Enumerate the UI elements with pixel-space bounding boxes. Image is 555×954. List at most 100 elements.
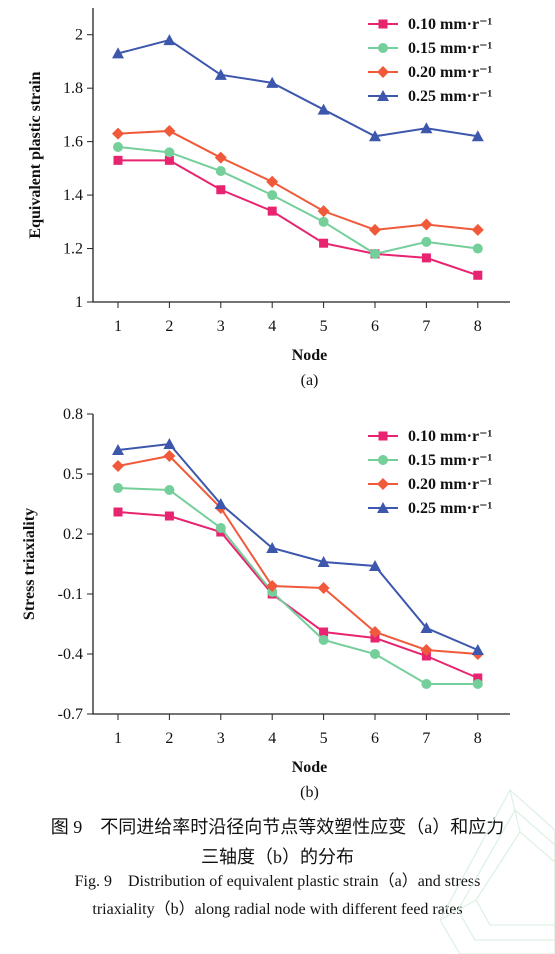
c1-series-2-point-5 (369, 626, 381, 638)
c1-series-2-point-1 (163, 450, 176, 462)
c0-legend-3-marker (377, 90, 389, 101)
c0-legend-2-marker (377, 66, 389, 78)
c0-series-2-point-6 (420, 218, 433, 231)
c1-series-3-point-5 (369, 560, 381, 571)
c1-ytick-label-3: -0.1 (58, 586, 83, 603)
c1-xtick-label-6: 7 (422, 730, 430, 747)
c0-xtick-label-5: 6 (371, 318, 379, 335)
c1-series-3-point-2 (214, 498, 227, 509)
c1-series-2-point-6 (420, 644, 433, 656)
c0-series-3-point-6 (420, 122, 433, 134)
c0-legend-0-marker (378, 19, 388, 29)
c1-xtick-label-3: 4 (268, 730, 276, 747)
c0-series-2-point-1 (163, 124, 176, 137)
chart-b: 0.8 0.5 0.2 -0.1 -0.4 -0.7 1 2 3 4 5 6 7 8 Node Stress … (21, 406, 510, 801)
c1-legend-3-marker (377, 502, 389, 513)
c0-legend-1-label: 0.15 mm·r⁻¹ (408, 40, 493, 57)
c0-ytick-label-1: 1.2 (63, 241, 83, 258)
c1-series-3-point-3 (266, 542, 279, 553)
c1-series-0-point-4 (319, 627, 329, 637)
c1-ylabel: Stress triaxiality (21, 508, 38, 620)
c1-xlabel: Node (292, 759, 328, 776)
c0-series-3-line (117, 38, 478, 138)
c1-series-1-line (117, 487, 478, 685)
c1-legend-1-marker (378, 455, 388, 465)
c1-legend-3-label: 0.25 mm·r⁻¹ (408, 500, 493, 517)
caption-cn-line-2: 三轴度（b）的分布 (201, 847, 354, 867)
c0-series-0-point-6 (421, 253, 431, 263)
c1-xtick-label-2: 3 (217, 730, 225, 747)
c0-series-2-point-4 (317, 205, 330, 218)
c0-xtick-label-4: 5 (320, 318, 328, 335)
c1-series-1-point-2 (215, 523, 226, 533)
c0-ytick-label-5: 2 (75, 27, 83, 44)
c1-series-3-point-1 (163, 438, 176, 449)
c0-series-0-point-2 (216, 185, 226, 195)
c1-series-2-line (117, 454, 478, 655)
c0-xtick-label-0: 1 (114, 318, 122, 335)
c1-series-3-point-0 (112, 444, 124, 455)
c1-series-1-point-5 (370, 649, 380, 659)
c1-ytick-label-2: 0.2 (63, 526, 83, 543)
c1-ytick-label-0: 0.8 (63, 406, 83, 423)
c0-xlabel: Node (292, 347, 328, 364)
c1-legend-2-label: 0.20 mm·r⁻¹ (408, 476, 493, 493)
c0-legend-2-label: 0.20 mm·r⁻¹ (408, 64, 493, 81)
caption-chinese: 图 9 不同进给率时沿径向节点等效塑性应变（a）和应力 三轴度（b）的分布 (0, 812, 555, 872)
c1-ytick-label-5: -0.7 (58, 706, 83, 723)
c1-ytick-label-4: -0.4 (58, 646, 83, 663)
c1-panel-label: (b) (300, 784, 319, 801)
c0-series-1-point-1 (164, 147, 175, 158)
c0-panel-label: (a) (301, 372, 319, 389)
c0-series-3-point-1 (163, 34, 176, 46)
c1-series-1-point-4 (318, 635, 329, 645)
c1-series-2-point-3 (266, 580, 279, 592)
c1-xtick-label-4: 5 (320, 730, 328, 747)
c1-xtick-label-0: 1 (114, 730, 122, 747)
c0-series-0-point-0 (113, 155, 123, 165)
c1-xtick-label-1: 2 (165, 730, 173, 747)
c0-series-0-point-4 (319, 238, 329, 248)
c1-series-1-point-6 (421, 679, 432, 689)
c0-series-3-point-2 (214, 68, 227, 80)
c1-series-3-line (117, 442, 479, 651)
c0-series-1-point-4 (318, 216, 329, 227)
c0-series-1-point-2 (215, 166, 226, 177)
c0-series-1-point-5 (370, 248, 380, 259)
c0-series-2-line (117, 129, 478, 231)
c0-series-3-point-0 (112, 47, 124, 59)
caption-en-line-2: triaxiality（b）along radial node with dif… (92, 901, 463, 918)
c1-series-1-point-7 (472, 679, 483, 689)
c0-xtick-label-7: 8 (474, 318, 482, 335)
c1-series-3-point-7 (471, 644, 484, 655)
c0-ytick-label-2: 1.4 (63, 187, 83, 204)
c0-series-1-point-6 (421, 236, 432, 247)
c1-series-0-point-7 (473, 673, 483, 683)
watermark-decoration (440, 789, 555, 954)
c0-series-1-point-7 (472, 243, 483, 254)
caption-cn-line-1: 图 9 不同进给率时沿径向节点等效塑性应变（a）和应力 (50, 817, 505, 837)
c1-ytick-label-1: 0.5 (63, 466, 83, 483)
c0-series-2-point-5 (369, 223, 381, 236)
c0-series-0-point-1 (164, 155, 174, 165)
c0-ytick-label-3: 1.6 (63, 134, 83, 151)
c1-series-1-point-1 (164, 485, 175, 495)
c0-series-0-point-7 (473, 270, 483, 280)
c1-legend-2-marker (377, 478, 389, 490)
c0-ylabel: Equivalent plastic strain (27, 71, 44, 238)
c0-series-2-point-2 (214, 151, 227, 164)
c1-series-0-point-0 (113, 507, 123, 517)
c0-series-3-point-5 (369, 130, 381, 142)
c0-series-3-point-7 (471, 130, 484, 142)
c1-series-2-point-0 (112, 460, 124, 472)
c1-xtick-label-7: 8 (474, 730, 482, 747)
c0-legend-3-label: 0.25 mm·r⁻¹ (408, 88, 493, 105)
c1-series-0-line (117, 511, 479, 679)
c1-series-0-point-1 (164, 511, 174, 521)
c0-xtick-label-1: 2 (165, 318, 173, 335)
c0-ytick-label-0: 1 (75, 294, 83, 311)
c0-legend-1-marker (378, 43, 388, 53)
c0-xtick-label-2: 3 (217, 318, 225, 335)
c0-series-3-point-4 (317, 103, 330, 115)
caption-en-line-1: Fig. 9 Distribution of equivalent plasti… (74, 873, 481, 890)
